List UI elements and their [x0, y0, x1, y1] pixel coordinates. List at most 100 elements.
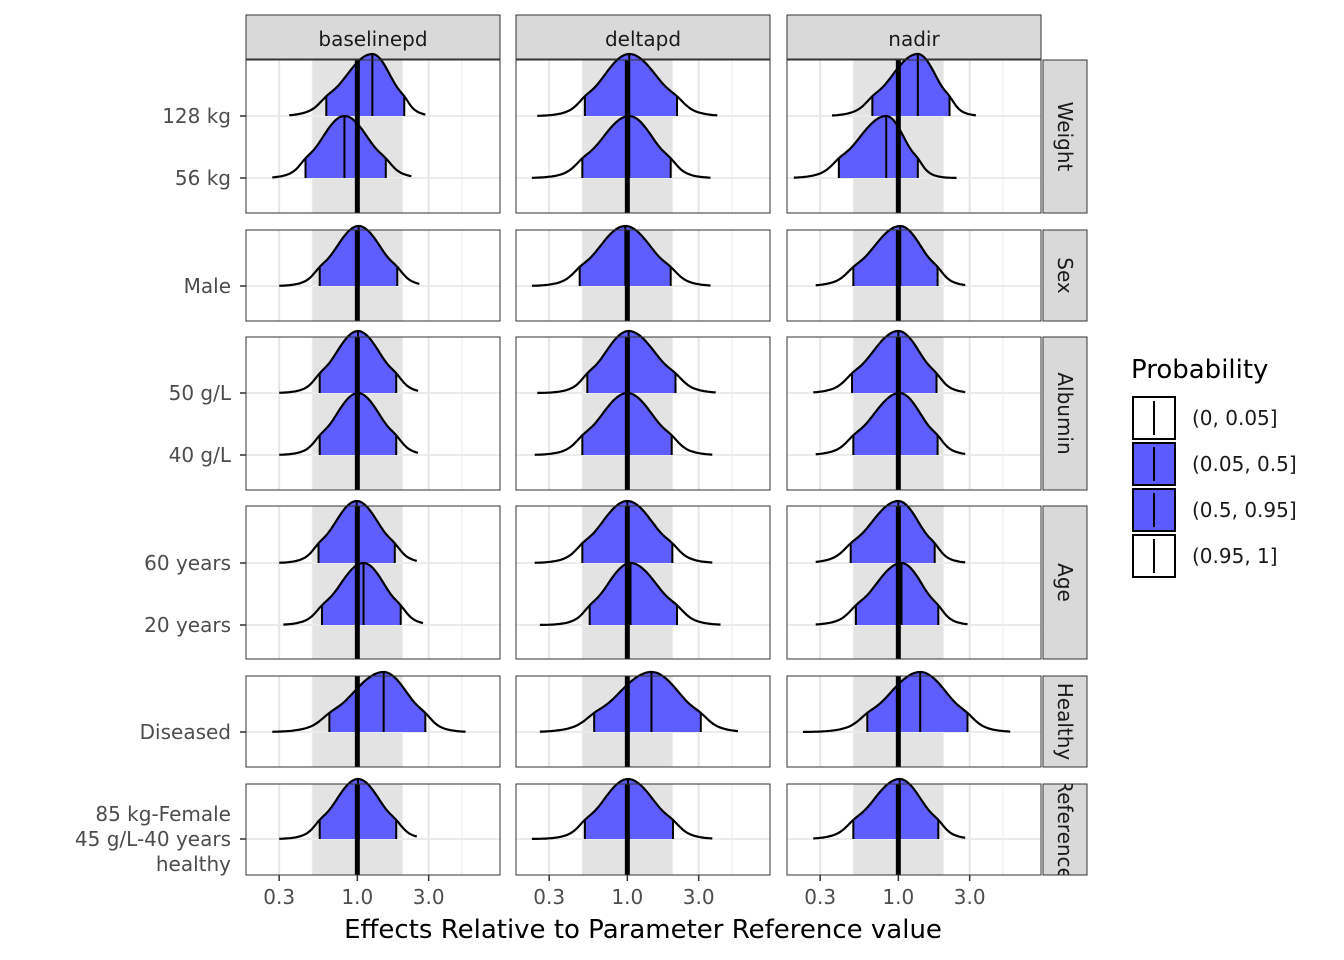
density-curve: [283, 561, 424, 626]
row-strip-label: Reference: [1053, 779, 1077, 880]
density-curve: [279, 499, 418, 564]
density-curve: [534, 391, 713, 456]
row-strip-label-group: Albumin: [1053, 372, 1077, 454]
legend-title: Probability: [1131, 355, 1268, 385]
legend-label: (0.5, 0.95]: [1192, 498, 1297, 522]
panel-border: [515, 229, 771, 322]
panel-border: [245, 505, 501, 660]
density-curve: [813, 329, 966, 394]
y-tick-label: 85 kg-Female: [95, 802, 231, 826]
x-tick-label: 1.0: [882, 885, 914, 909]
row-strip: [1042, 783, 1088, 876]
panel-border: [245, 229, 501, 322]
density-curve: [272, 114, 412, 179]
y-tick-label: 128 kg: [162, 104, 231, 128]
probability-fill: [589, 563, 678, 625]
density-curve: [537, 52, 718, 117]
row-strip-label: Weight: [1053, 102, 1077, 172]
ridge: [272, 114, 412, 179]
probability-fill: [321, 563, 401, 625]
x-tick-label: 1.0: [341, 885, 373, 909]
density-curve: [531, 114, 711, 179]
row-strip-label: Sex: [1053, 257, 1077, 294]
panel-border: [786, 229, 1042, 322]
y-tick-label: healthy: [156, 852, 231, 876]
density-curve: [539, 561, 721, 626]
x-tick-label: 0.3: [533, 885, 565, 909]
row-strip-label-group: Healthy: [1053, 683, 1077, 761]
row-strip-label-group: Reference: [1053, 779, 1077, 880]
legend: Probability (0, 0.05] (0.05, 0.5] (0.5, 0.9…: [1131, 355, 1297, 578]
panel-border: [245, 675, 501, 768]
panel-border: [245, 59, 501, 214]
y-tick-label: 45 g/L-40 years: [75, 827, 231, 851]
density-curve: [279, 391, 419, 456]
probability-fill: [867, 672, 968, 732]
panel-border: [786, 505, 1042, 660]
probability-fill: [326, 54, 405, 116]
probability-fill: [584, 54, 678, 116]
panel-border: [515, 59, 771, 214]
row-strip: [1042, 229, 1088, 322]
row-strip: [1042, 59, 1088, 214]
panel-border: [245, 783, 501, 876]
density-curve: [815, 561, 968, 626]
ridge: [539, 561, 721, 626]
x-tick-label: 3.0: [683, 885, 715, 909]
probability-fill: [872, 54, 950, 116]
probability-fill: [329, 672, 426, 732]
panel-border: [515, 336, 771, 491]
row-strip-label: Albumin: [1053, 372, 1077, 454]
y-tick-label: 40 g/L: [169, 443, 232, 467]
x-axis-title: Effects Relative to Parameter Reference …: [344, 915, 942, 945]
panel-border: [515, 505, 771, 660]
y-tick-label: 20 years: [144, 613, 231, 637]
x-tick-label: 3.0: [954, 885, 986, 909]
probability-fill: [850, 501, 935, 563]
column-strip-label: nadir: [888, 27, 940, 51]
density-curve: [815, 391, 966, 456]
density-curve: [534, 499, 713, 564]
row-strip-label-group: Sex: [1053, 257, 1077, 294]
x-tick-label: 0.3: [804, 885, 836, 909]
row-strip: [1042, 336, 1088, 491]
panel-border: [786, 783, 1042, 876]
ridge: [283, 561, 424, 626]
y-tick-label: Diseased: [140, 720, 231, 744]
panel-border: [786, 336, 1042, 491]
probability-fill: [587, 331, 676, 393]
column-strip: [786, 14, 1042, 60]
legend-label: (0, 0.05]: [1192, 406, 1278, 430]
density-curve: [793, 114, 957, 179]
density-curve: [813, 777, 966, 840]
probability-fill: [305, 116, 386, 178]
density-curve: [531, 777, 713, 840]
x-tick-label: 3.0: [413, 885, 445, 909]
panel-border: [515, 675, 771, 768]
column-strip: [515, 14, 771, 60]
row-strip: [1042, 675, 1088, 768]
panel-border: [786, 675, 1042, 768]
density-curve: [531, 224, 711, 287]
ridge: [831, 52, 977, 117]
y-tick-label: Male: [184, 274, 231, 298]
legend-label: (0.95, 1]: [1192, 544, 1278, 568]
legend-label: (0.05, 0.5]: [1192, 452, 1297, 476]
row-strip-label-group: Weight: [1053, 102, 1077, 172]
panel-border: [245, 336, 501, 491]
ridge: [802, 670, 1011, 733]
x-tick-label: 1.0: [611, 885, 643, 909]
ridge: [537, 329, 716, 394]
row-strip: [1042, 505, 1088, 660]
y-tick-label: 50 g/L: [169, 381, 232, 405]
ridge: [272, 670, 466, 733]
density-curve: [815, 499, 966, 564]
y-tick-label: 60 years: [144, 551, 231, 575]
column-strip: [245, 14, 501, 60]
column-strip-label: baselinepd: [318, 27, 427, 51]
row-strip-label: Age: [1053, 563, 1077, 602]
column-strip-label: deltapd: [605, 27, 681, 51]
x-tick-label: 0.3: [263, 885, 295, 909]
